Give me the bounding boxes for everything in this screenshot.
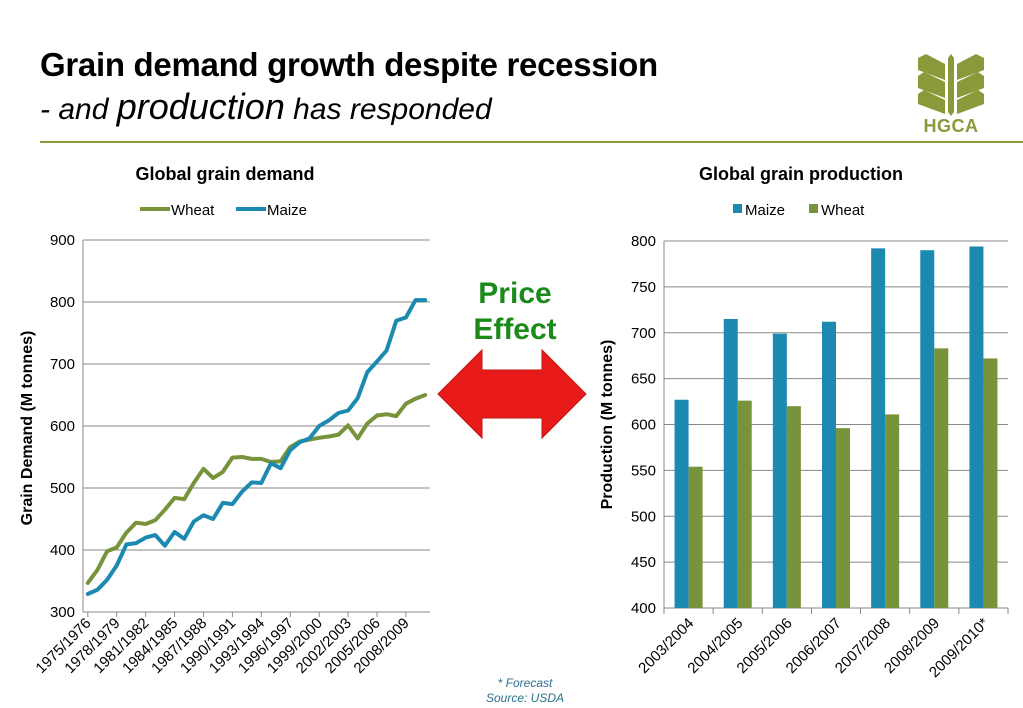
- production-bar-maize: [674, 399, 689, 608]
- price-effect-line1: Price: [478, 277, 552, 310]
- production-legend-label-maize: Maize: [745, 202, 785, 219]
- demand-y-tick-label: 500: [50, 480, 75, 497]
- price-effect-line2: Effect: [473, 313, 557, 346]
- production-bar-wheat: [836, 428, 850, 608]
- slide-subtitle: - and production has responded: [40, 86, 492, 128]
- production-y-tick-label: 750: [631, 279, 656, 296]
- production-bar-maize: [871, 248, 886, 608]
- production-y-tick-label: 450: [631, 554, 656, 571]
- production-y-tick-label: 700: [631, 325, 656, 342]
- production-y-tick-label: 650: [631, 371, 656, 388]
- demand-y-tick-label: 900: [50, 232, 75, 249]
- footnote-forecast: * Forecast: [497, 676, 553, 690]
- production-legend-swatch-maize: [733, 204, 742, 213]
- demand-series-wheat: [85, 393, 428, 585]
- hgca-wheat-logo-icon: [918, 54, 984, 116]
- demand-y-tick-label: 600: [50, 418, 75, 435]
- demand-y-tick-label: 400: [50, 542, 75, 559]
- production-bar-wheat: [786, 406, 801, 608]
- production-legend-label-wheat: Wheat: [821, 202, 865, 219]
- production-y-tick-label: 500: [631, 508, 656, 525]
- production-y-tick-label: 600: [631, 417, 656, 434]
- subtitle-emphasis: production: [116, 86, 285, 127]
- demand-y-tick-label: 800: [50, 294, 75, 311]
- demand-y-tick-label: 300: [50, 604, 75, 621]
- production-y-tick-label: 550: [631, 462, 656, 479]
- demand-chart-title: Global grain demand: [135, 164, 314, 184]
- production-y-axis-label: Production (M tonnes): [599, 340, 616, 510]
- demand-y-axis-label: Grain Demand (M tonnes): [19, 331, 36, 526]
- production-chart-title: Global grain production: [699, 164, 903, 184]
- footnote-source: Source: USDA: [485, 691, 565, 705]
- production-bar-maize: [723, 318, 738, 608]
- production-bar-wheat: [688, 466, 703, 608]
- production-bar-maize: [969, 246, 984, 608]
- subtitle-suffix: has responded: [284, 93, 492, 126]
- slide-title: Grain demand growth despite recession: [40, 46, 658, 83]
- production-bar-wheat: [885, 414, 900, 608]
- footnote: * Forecast Source: USDA: [470, 676, 580, 706]
- subtitle-prefix: - and: [40, 93, 117, 126]
- production-bar-maize: [920, 250, 935, 609]
- production-bar-maize: [772, 333, 787, 608]
- production-y-tick-label: 800: [631, 233, 656, 250]
- demand-legend-label-maize: Maize: [267, 202, 307, 219]
- price-effect-label: Price Effect: [450, 276, 580, 348]
- production-legend-swatch-wheat: [809, 204, 818, 213]
- demand-y-tick-label: 700: [50, 356, 75, 373]
- double-arrow-icon: [437, 348, 587, 440]
- demand-series-maize: [85, 298, 428, 596]
- production-bar-wheat: [737, 400, 752, 608]
- production-bar-wheat: [983, 358, 998, 608]
- demand-legend-label-wheat: Wheat: [171, 202, 215, 219]
- production-bar-wheat: [934, 348, 949, 608]
- title-divider: [40, 141, 1023, 143]
- logo-text: HGCA: [923, 116, 979, 136]
- production-y-tick-label: 400: [631, 600, 656, 617]
- production-bar-maize: [822, 321, 836, 608]
